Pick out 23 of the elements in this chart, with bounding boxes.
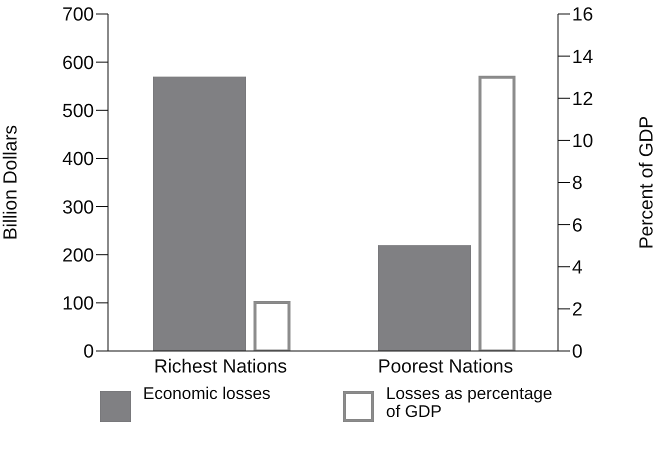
x-tick-label: Poorest Nations — [378, 356, 514, 378]
y-tick-label: 300 — [62, 197, 94, 218]
y-tick-label: 100 — [62, 294, 94, 315]
y2-tick-label: 2 — [572, 300, 583, 321]
legend-label: Losses as percentage of GDP — [386, 384, 554, 421]
y2-tick-label: 12 — [572, 88, 594, 110]
y-tick-label: 700 — [62, 4, 94, 26]
y2-tick-label: 4 — [572, 257, 583, 278]
y-tick-label: 200 — [62, 245, 94, 266]
y-tick-label: 600 — [62, 52, 94, 74]
y-axis-title: Billion Dollars — [0, 124, 22, 240]
y-tick-label: 500 — [62, 101, 94, 122]
y-tick-label: 400 — [62, 149, 94, 170]
y2-tick-label: 0 — [572, 342, 583, 363]
y2-tick-label: 16 — [572, 4, 594, 26]
text: Economic losses — [143, 384, 272, 403]
y2-tick-label: 14 — [572, 46, 594, 68]
y2-axis-title: Percent of GDP — [636, 116, 658, 250]
y2-tick-label: 10 — [572, 131, 594, 152]
y2-tick-label: 8 — [572, 173, 583, 194]
x-tick-label: Richest Nations — [154, 356, 288, 378]
y2-tick-label: 6 — [572, 215, 583, 236]
y-tick-label: 0 — [83, 342, 94, 363]
